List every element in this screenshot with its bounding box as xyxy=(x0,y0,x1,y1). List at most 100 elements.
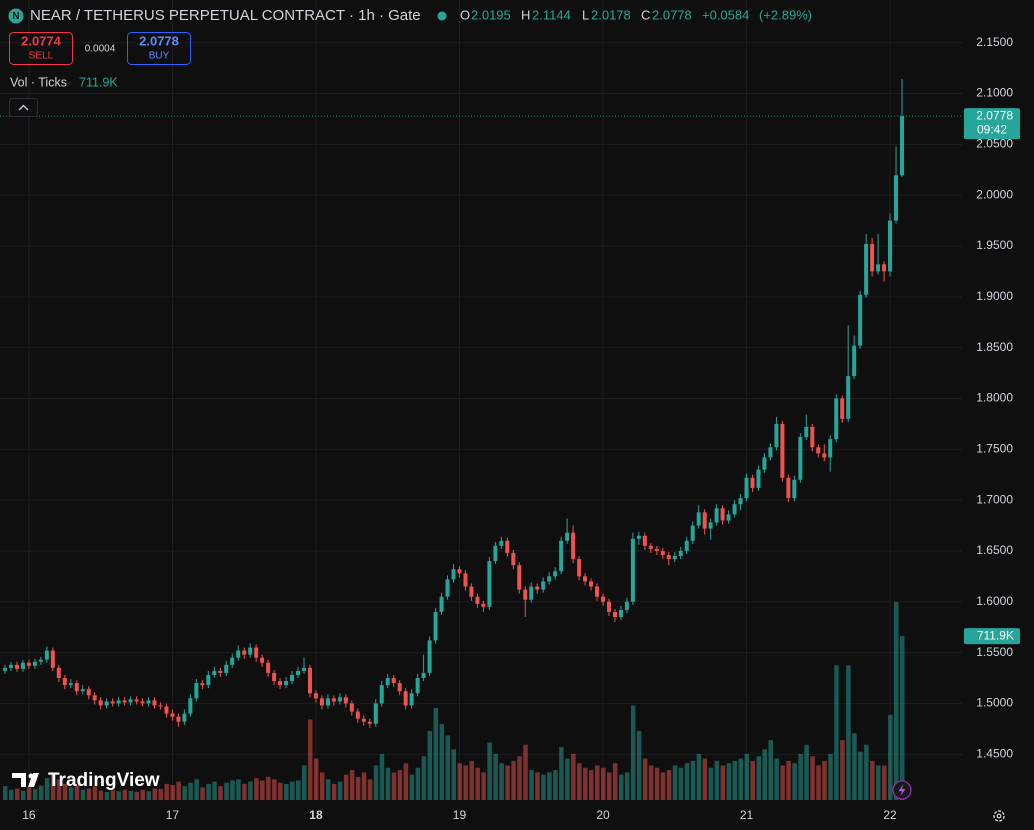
volume-bar xyxy=(194,779,199,800)
volume-bar xyxy=(469,760,474,800)
y-tick-label: 1.7500 xyxy=(976,441,1013,455)
volume-bar xyxy=(565,758,570,800)
volume-bar xyxy=(481,772,486,800)
candle-body xyxy=(200,683,205,686)
y-tick-label: 2.0500 xyxy=(976,137,1013,151)
volume-bar xyxy=(182,786,187,800)
volume-bar xyxy=(140,789,146,800)
ohlc-label: O xyxy=(460,7,470,22)
volume-bar xyxy=(648,765,654,800)
volume-bar xyxy=(511,760,516,800)
candle-body xyxy=(302,667,306,671)
y-tick-label: 1.9500 xyxy=(976,238,1013,252)
candle-body xyxy=(469,586,474,597)
candle-body xyxy=(379,685,384,704)
candle-body xyxy=(421,672,426,679)
sell-button[interactable] xyxy=(9,32,73,65)
volume-bar xyxy=(756,756,761,800)
volume-bar xyxy=(888,714,893,800)
candle-body xyxy=(606,601,611,612)
collapse-icon xyxy=(18,104,29,111)
volume-bar xyxy=(798,753,803,800)
volume-bar xyxy=(284,783,289,800)
volume-bar xyxy=(361,772,367,800)
volume-bar xyxy=(583,767,588,800)
candle-body xyxy=(864,243,869,295)
volume-bar xyxy=(122,789,128,800)
candle-body xyxy=(152,700,157,706)
y-tick-label: 1.8000 xyxy=(976,391,1013,405)
chart-title: NEAR / TETHERUS PERPETUAL CONTRACT · 1h … xyxy=(30,7,421,24)
candle-body xyxy=(553,571,558,577)
candle-body xyxy=(517,565,522,590)
grid xyxy=(0,0,962,800)
ohlc-value: 2.0778 xyxy=(652,7,692,22)
collapse-button[interactable] xyxy=(9,98,38,117)
volume-bar xyxy=(266,776,271,800)
candle-body xyxy=(816,447,821,454)
candle-body xyxy=(762,457,767,470)
candle-body xyxy=(337,697,342,702)
candles xyxy=(3,78,904,728)
candle-body xyxy=(565,532,570,541)
last-price-label: 2.0778 xyxy=(976,108,1013,122)
candle-body xyxy=(38,659,43,662)
buy-button[interactable] xyxy=(127,32,191,65)
candle-body xyxy=(146,700,151,704)
volume-bar xyxy=(170,785,175,800)
candle-body xyxy=(62,678,67,686)
volume-bar xyxy=(44,778,50,800)
candle-body xyxy=(846,376,851,419)
candle-body xyxy=(218,670,223,673)
candle-body xyxy=(134,699,139,702)
candle-body xyxy=(44,650,49,660)
candle-body xyxy=(415,678,420,694)
candle-body xyxy=(266,662,271,673)
candle-body xyxy=(792,479,797,499)
volume-bar xyxy=(74,785,80,800)
ohlc-value: 2.0195 xyxy=(471,7,511,22)
volume-bar xyxy=(188,782,193,800)
volume-bar xyxy=(116,791,122,800)
volume-bar xyxy=(804,744,809,800)
candle-body xyxy=(654,548,659,551)
volume-bar xyxy=(541,774,546,800)
volume-bar xyxy=(900,636,905,800)
volume-bar xyxy=(678,767,684,800)
volume-bar xyxy=(421,756,427,800)
candle-body xyxy=(732,504,737,515)
volume-bar xyxy=(792,763,797,800)
volume-bar xyxy=(445,735,451,800)
volume-bar xyxy=(463,765,468,800)
y-tick-label: 2.1500 xyxy=(976,35,1013,49)
ohlc-label: H xyxy=(521,7,530,22)
candle-body xyxy=(391,678,396,684)
volume-bar xyxy=(409,774,415,800)
volume-bar xyxy=(302,765,307,800)
volume-bar xyxy=(529,770,534,800)
volume-bar xyxy=(816,765,821,800)
volume-bar xyxy=(684,763,690,800)
volume-bar xyxy=(164,783,169,800)
candle-body xyxy=(230,657,235,665)
logo-dot xyxy=(28,773,34,779)
volume-bar xyxy=(654,767,660,800)
volume-bar xyxy=(601,767,606,800)
candle-body xyxy=(176,716,181,722)
candle-body xyxy=(810,426,815,448)
candle-body xyxy=(487,561,492,607)
settings-icon[interactable] xyxy=(993,810,1005,822)
candle-body xyxy=(14,664,19,669)
volume-bar xyxy=(852,733,857,800)
volume-bar xyxy=(152,788,157,800)
volume-bar xyxy=(726,763,732,800)
candle-body xyxy=(660,550,665,556)
sell-label: SELL xyxy=(29,51,54,62)
candle-body xyxy=(242,650,247,655)
volume-bar xyxy=(606,772,612,800)
volume-tag-label: 711.9K xyxy=(977,628,1014,642)
volume-bar xyxy=(128,790,134,800)
volume-bar xyxy=(660,772,666,800)
candle-body xyxy=(92,695,97,701)
